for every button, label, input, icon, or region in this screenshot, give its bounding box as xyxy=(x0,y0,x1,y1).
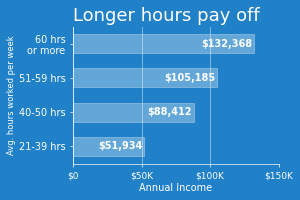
Bar xyxy=(73,103,194,122)
X-axis label: Annual Income: Annual Income xyxy=(139,183,212,193)
Text: $105,185: $105,185 xyxy=(164,73,215,83)
Bar xyxy=(73,34,254,53)
Text: $132,368: $132,368 xyxy=(201,39,252,49)
Y-axis label: Avg. hours worked per week: Avg. hours worked per week xyxy=(7,35,16,155)
Bar xyxy=(73,68,217,87)
Text: $88,412: $88,412 xyxy=(148,107,192,117)
Bar xyxy=(73,137,144,156)
Text: $51,934: $51,934 xyxy=(98,141,142,151)
Text: Longer hours pay off: Longer hours pay off xyxy=(73,7,260,25)
